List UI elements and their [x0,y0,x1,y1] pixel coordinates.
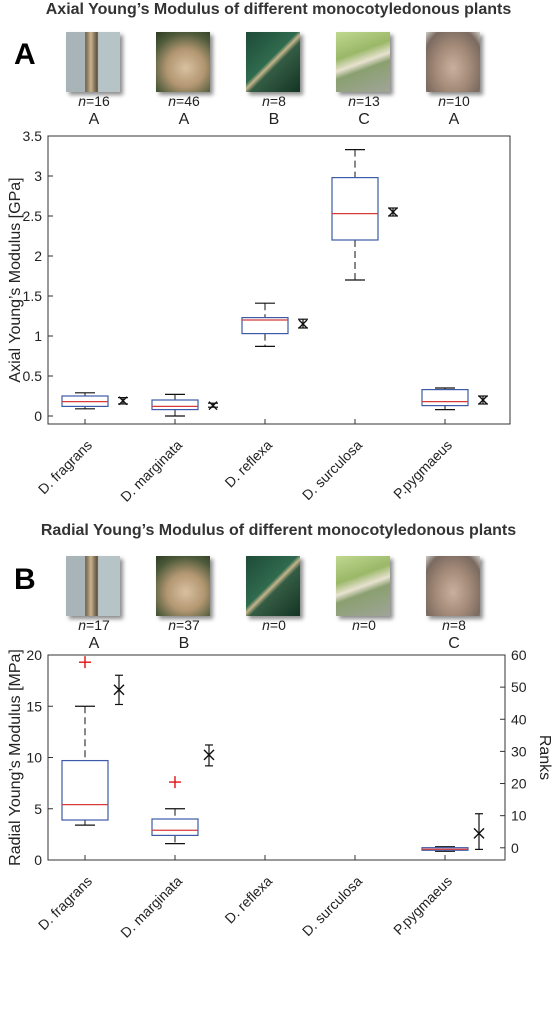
n-label-a-3: n=13 [348,93,380,109]
chart-b-y-right-axis-label: Ranks [536,735,553,780]
group-label-a-2: B [268,111,280,128]
chart-a-box-1 [151,399,199,411]
chart-a-mean-marker-2 [298,319,308,329]
n-label-a-1: n=46 [168,93,200,109]
chart-a-y-tick-label-0: 0 [34,408,42,424]
chart-a-y-tick-label-5: 2.5 [23,208,43,224]
chart-b-box-0 [61,759,109,821]
chart-a-mean-marker-0 [118,396,128,406]
chart-b-y-tick-label-4: 20 [26,647,42,663]
photo-b-d-marginata [156,556,210,616]
n-label-b-4: n=8 [442,617,466,633]
chart-b-y-right-tick-label-4: 40 [511,711,527,727]
chart-a-y-tick-label-7: 3.5 [23,128,43,144]
photo-a-p-pygmaeus [426,32,480,92]
chart-a-x-tick-label-1: D. marginata [117,437,185,505]
chart-b-y-tick-label-3: 15 [26,698,42,714]
chart-a-box-2 [241,317,289,335]
chart-a-x-tick-label-2: D. reflexa [221,437,275,491]
photo-a-d-reflexa [246,32,300,92]
chart-a-mean-marker-4 [478,395,488,405]
n-label-b-0: n=17 [78,617,110,633]
chart-b-rank-marker-0 [113,684,125,696]
photo-a-d-marginata [156,32,210,92]
chart-a-x-tick-label-0: D. fragrans [35,437,95,497]
panel-b-title: Radial Young’s Modulus of different mono… [40,522,517,539]
chart-a-mean-marker-3 [388,207,398,217]
chart-a-y-tick-label-6: 3 [34,168,42,184]
n-label-a-0: n=16 [78,93,110,109]
chart-b-y-axis-label: Radial Young’s Modulus [MPa] [7,649,24,866]
photo-b-d-fragrans [66,556,120,616]
group-label-a-1: A [178,111,190,128]
group-label-a-3: C [358,111,370,128]
chart-a-box-3 [331,176,379,241]
chart-a-y-tick-label-3: 1.5 [23,288,43,304]
group-label-a-0: A [88,111,100,128]
chart-b-x-tick-label-2: D. reflexa [221,873,275,927]
group-label-b-0: A [88,635,100,652]
chart-b-x-tick-label-4: P.pygmaeus [390,873,455,938]
chart-b-y-right-tick-label-2: 20 [511,776,527,792]
chart-a-y-tick-label-4: 2 [34,248,42,264]
chart-b-y-tick-label-0: 0 [34,852,42,868]
chart-b-y-right-tick-label-0: 0 [511,840,519,856]
n-label-a-4: n=10 [438,93,470,109]
photo-a-d-surculosa [336,32,390,92]
chart-b-y-tick-label-2: 10 [26,750,42,766]
group-label-b-4: C [448,635,460,652]
chart-a-y-axis-label: Axial Young’s Modulus [GPa] [7,177,24,382]
chart-b-y-right-tick-label-3: 30 [511,743,527,759]
panel-b-letter: B [14,563,36,596]
n-label-a-2: n=8 [262,93,286,109]
chart-a-y-tick-label-2: 1 [34,328,42,344]
photo-b-d-surculosa [336,556,390,616]
chart-b-frame [47,654,506,861]
photo-b-p-pygmaeus [426,556,480,616]
chart-b-x-tick-label-1: D. marginata [117,873,185,941]
chart-b-y-right-tick-label-5: 50 [511,679,527,695]
group-label-b-1: B [178,635,190,652]
group-label-a-4: A [448,111,460,128]
chart-b-outlier-1 [169,776,181,789]
panel-a-letter: A [14,38,36,71]
chart-a-axial-modulus: 0 0.5 1 1.5 2 2.5 3 3.5 D. fragrans D. marginata D… [7,128,511,505]
chart-b-y-right-tick-label-1: 10 [511,808,527,824]
chart-b-rank-marker-2 [473,827,485,839]
chart-a-x-tick-label-4: P.pygmaeus [390,437,455,502]
n-label-b-1: n=37 [168,617,200,633]
chart-b-y-right-tick-label-6: 60 [511,647,527,663]
chart-b-radial-modulus: 0 5 10 15 20 0 10 20 30 40 50 60 D. fragrans D. margi… [7,647,553,941]
chart-b-box-1 [151,818,199,836]
chart-a-mean-marker-1 [208,401,218,411]
chart-b-x-tick-label-3: D. surculosa [299,873,365,939]
n-label-b-2: n=0 [262,617,286,633]
chart-b-x-tick-label-0: D. fragrans [35,873,95,933]
chart-a-y-tick-label-1: 0.5 [23,368,43,384]
chart-b-outlier-0 [79,656,91,669]
chart-a-frame [47,135,511,425]
chart-a-x-tick-label-3: D. surculosa [299,437,365,503]
panel-a-title: Axial Young’s Modulus of different monoc… [45,1,512,18]
photo-b-d-reflexa [246,556,300,616]
photo-a-d-fragrans [66,32,120,92]
n-label-b-3: n=0 [352,617,376,633]
chart-b-y-tick-label-1: 5 [34,801,42,817]
chart-a-box-4 [421,389,469,407]
chart-b-rank-marker-1 [203,749,215,761]
